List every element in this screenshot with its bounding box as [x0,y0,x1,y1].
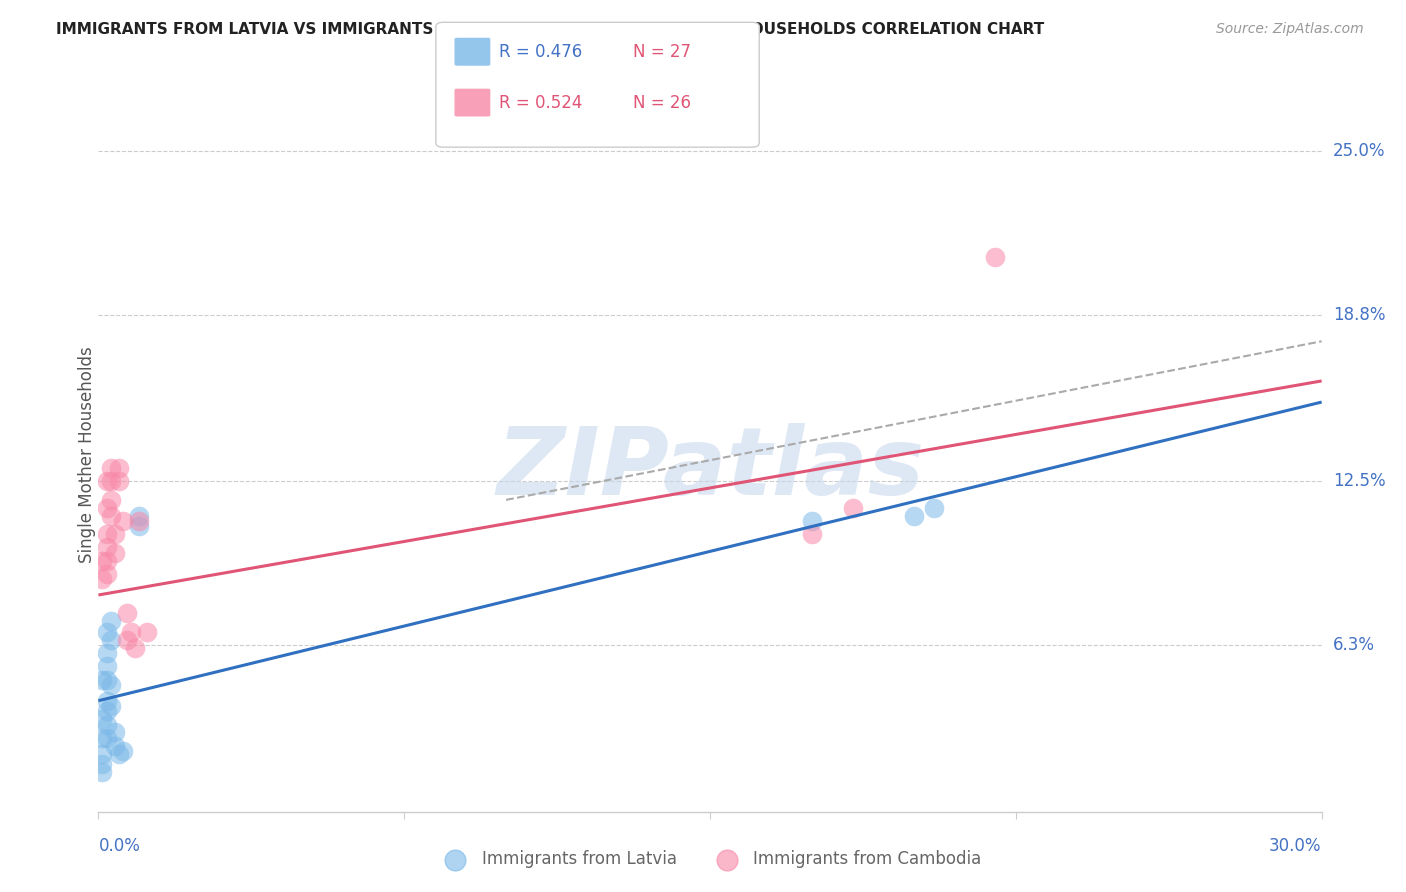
Text: N = 26: N = 26 [633,94,690,112]
Point [841,500,863,515]
Point [96,541,118,555]
Text: R = 0.476: R = 0.476 [499,43,582,61]
Point [136,625,159,640]
Point [108,475,131,489]
Point [96,646,118,660]
Point [128,514,150,528]
Point [100,698,122,713]
Point [100,632,122,647]
Point [100,678,122,692]
Text: IMMIGRANTS FROM LATVIA VS IMMIGRANTS FROM CAMBODIA SINGLE MOTHER HOUSEHOLDS CORR: IMMIGRANTS FROM LATVIA VS IMMIGRANTS FRO… [56,22,1045,37]
Point [108,747,131,761]
Text: 0.0%: 0.0% [98,837,141,855]
Y-axis label: Single Mother Households: Single Mother Households [79,347,96,563]
Text: 25.0%: 25.0% [1333,142,1385,160]
Point [91,731,114,745]
Text: 12.5%: 12.5% [1333,473,1385,491]
Point [96,500,118,515]
Text: 6.3%: 6.3% [1333,636,1375,654]
Point [108,461,131,475]
Point [104,546,127,560]
Point [96,659,118,673]
Point [91,572,114,586]
Point [100,492,122,507]
Point [801,527,824,541]
Point [96,717,118,731]
Point [100,615,122,629]
Text: Source: ZipAtlas.com: Source: ZipAtlas.com [1216,22,1364,37]
Point [96,673,118,687]
Point [91,712,114,726]
Text: ZIPatlas: ZIPatlas [496,423,924,516]
Text: 18.8%: 18.8% [1333,306,1385,324]
Point [115,632,138,647]
Point [104,527,127,541]
Point [128,508,150,523]
Point [104,739,127,753]
Point [111,514,134,528]
Text: N = 27: N = 27 [633,43,690,61]
Point [128,519,150,533]
Point [100,461,122,475]
Point [100,508,122,523]
Point [120,625,142,640]
Point [96,566,118,581]
Point [96,475,118,489]
Point [96,554,118,568]
Point [91,757,114,772]
Point [111,744,134,758]
Point [91,765,114,780]
Point [91,747,114,761]
Point [801,514,824,528]
Point [903,508,925,523]
Point [96,625,118,640]
Point [96,527,118,541]
Point [124,640,146,655]
Point [922,500,945,515]
Point [96,704,118,718]
Point [115,607,138,621]
Point [104,725,127,739]
Point [91,554,114,568]
Point [96,694,118,708]
Legend: Immigrants from Latvia, Immigrants from Cambodia: Immigrants from Latvia, Immigrants from … [432,844,988,875]
Point [984,250,1007,264]
Point [100,475,122,489]
Point [91,673,114,687]
Text: 30.0%: 30.0% [1270,837,1322,855]
Text: R = 0.524: R = 0.524 [499,94,582,112]
Point [96,731,118,745]
